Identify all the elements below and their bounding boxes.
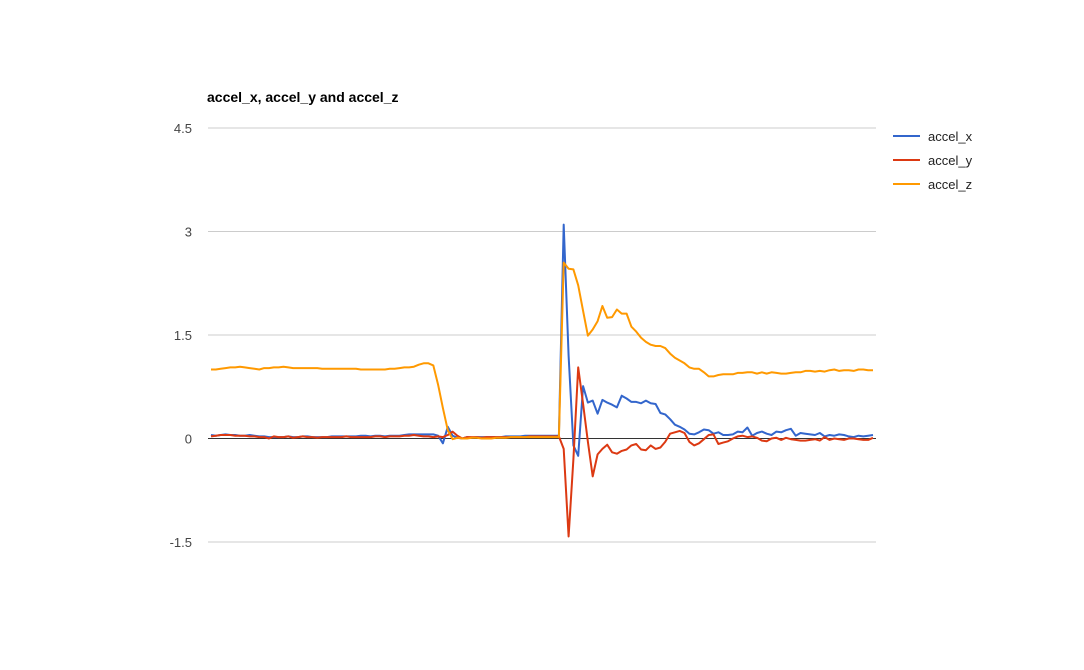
legend: accel_x accel_y accel_z xyxy=(893,129,973,192)
y-axis-ticks: 4.5 3 1.5 0 -1.5 xyxy=(170,121,192,550)
legend-label: accel_y xyxy=(928,153,973,168)
y-tick-label: 4.5 xyxy=(174,121,192,136)
series-line-accel-y xyxy=(210,366,874,538)
series-line-accel-x xyxy=(210,223,874,457)
chart-title: accel_x, accel_y and accel_z xyxy=(207,89,398,105)
legend-label: accel_x xyxy=(928,129,973,144)
y-tick-label: 3 xyxy=(185,225,192,240)
series-line-accel-z xyxy=(211,261,873,441)
legend-label: accel_z xyxy=(928,177,972,192)
gridlines xyxy=(208,127,876,543)
y-tick-label: -1.5 xyxy=(170,535,192,550)
y-tick-label: 0 xyxy=(185,432,192,447)
y-tick-label: 1.5 xyxy=(174,328,192,343)
series-lines xyxy=(210,223,874,538)
